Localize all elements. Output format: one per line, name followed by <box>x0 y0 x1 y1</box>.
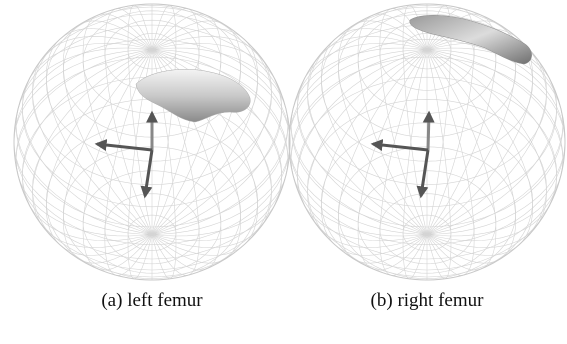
caption-right: (b) right femur <box>307 290 547 312</box>
figure: (a) left femur (b) right femur <box>0 0 567 344</box>
caption-left: (a) left femur <box>32 290 272 312</box>
figure-graphics <box>0 0 567 290</box>
